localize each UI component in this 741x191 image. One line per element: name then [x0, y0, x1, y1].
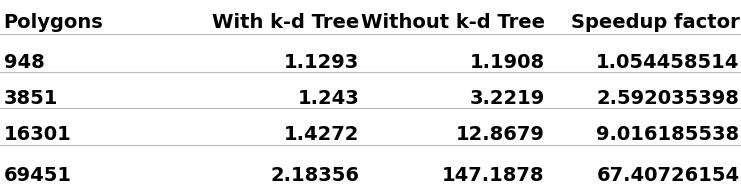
Text: 9.016185538: 9.016185538: [597, 125, 740, 144]
Text: With k-d Tree: With k-d Tree: [212, 13, 359, 32]
Text: 948: 948: [4, 53, 44, 71]
Text: 1.1293: 1.1293: [284, 53, 359, 71]
Text: 1.054458514: 1.054458514: [597, 53, 740, 71]
Text: 16301: 16301: [4, 125, 71, 144]
Text: 1.243: 1.243: [298, 89, 359, 108]
Text: 2.592035398: 2.592035398: [597, 89, 740, 108]
Text: 67.40726154: 67.40726154: [597, 166, 740, 185]
Text: 147.1878: 147.1878: [442, 166, 545, 185]
Text: 2.18356: 2.18356: [270, 166, 359, 185]
Text: 1.4272: 1.4272: [284, 125, 359, 144]
Text: 3851: 3851: [4, 89, 58, 108]
Text: Without k-d Tree: Without k-d Tree: [361, 13, 545, 32]
Text: 3.2219: 3.2219: [469, 89, 545, 108]
Text: 69451: 69451: [4, 166, 72, 185]
Text: Speedup factor: Speedup factor: [571, 13, 740, 32]
Text: 1.1908: 1.1908: [470, 53, 545, 71]
Text: Polygons: Polygons: [4, 13, 104, 32]
Text: 12.8679: 12.8679: [456, 125, 545, 144]
